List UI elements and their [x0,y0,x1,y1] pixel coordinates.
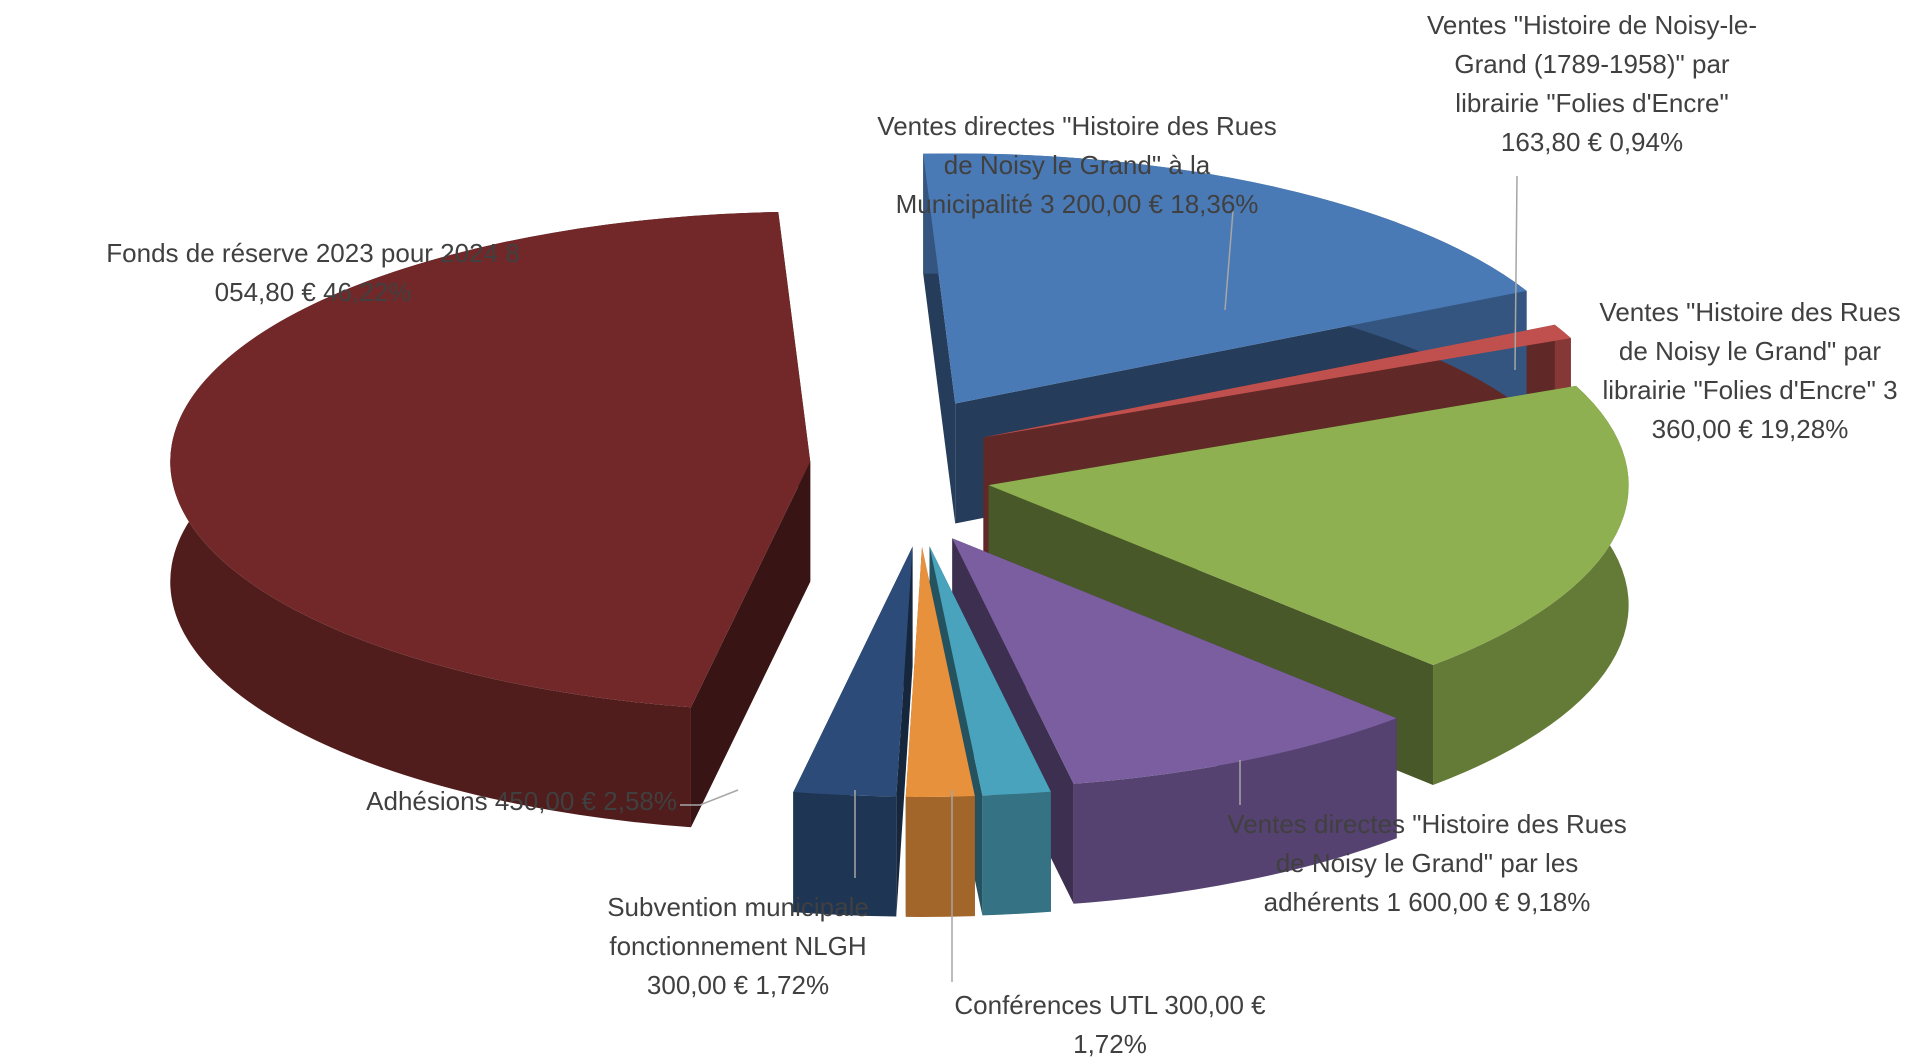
label-part: 9,18% [1516,887,1591,917]
label-part: 163,80 € [1500,127,1603,157]
data-label: Conférences UTL 300,00 € 1,72% [920,986,1300,1064]
label-part: 19,28% [1760,414,1849,444]
label-part: Conférences UTL [954,990,1158,1020]
slice [170,211,811,708]
leader-line [680,789,739,806]
label-part: 8 054,80 € [214,238,520,307]
data-label: Adhésions 450,00 € 2,58% [157,782,677,821]
label-part: 300,00 € [646,970,749,1000]
slice [923,153,1527,404]
leader-line [1514,175,1518,371]
label-part: Fonds de réserve 2023 pour 2024 [106,238,498,268]
label-part: 1,72% [1073,1029,1147,1059]
slice [952,538,1397,784]
slice [929,546,1051,796]
label-part: 1 600,00 € [1386,887,1510,917]
label-part: Subvention municipale fonctionnement NLG… [607,892,869,961]
label-part: Adhésions [366,786,488,816]
leader-line [1224,210,1234,311]
slice [983,324,1571,438]
label-part: 450,00 € [494,786,597,816]
leader-lines [680,175,1518,982]
label-part: 3 200,00 € [1040,189,1163,219]
data-label: Ventes directes "Histoire des Rues de No… [1227,805,1627,922]
data-label: Ventes "Histoire de Noisy-le-Grand (1789… [1412,6,1772,162]
label-part: Ventes directes "Histoire des Rues de No… [1227,809,1627,917]
slice-wall [690,461,811,828]
label-part: 46,22% [323,277,412,307]
label-part: 18,36% [1170,189,1259,219]
label-part: 300,00 € [1164,990,1266,1020]
slice-side [982,791,1051,916]
slice [988,385,1629,666]
label-part: 0,94% [1609,127,1684,157]
data-label: Subvention municipale fonctionnement NLG… [573,888,903,1005]
data-label: Fonds de réserve 2023 pour 2024 8 054,80… [103,234,523,312]
slice [793,546,913,797]
label-part: Ventes "Histoire de Noisy-le-Grand (1789… [1426,10,1758,118]
data-label: Ventes directes "Histoire des Rues de No… [877,107,1277,224]
label-part: 3 360,00 € [1651,375,1898,444]
label-part: 1,72% [755,970,830,1000]
slice-side [1073,718,1397,904]
label-part: Ventes directes "Histoire des Rues de No… [877,111,1277,219]
slice-side [905,796,975,917]
label-part: 2,58% [603,786,677,816]
slice-side [793,792,897,917]
data-label: Ventes "Histoire des Rues de Noisy le Gr… [1595,293,1905,449]
slice [905,546,975,797]
label-part: Ventes "Histoire des Rues de Noisy le Gr… [1599,297,1901,405]
